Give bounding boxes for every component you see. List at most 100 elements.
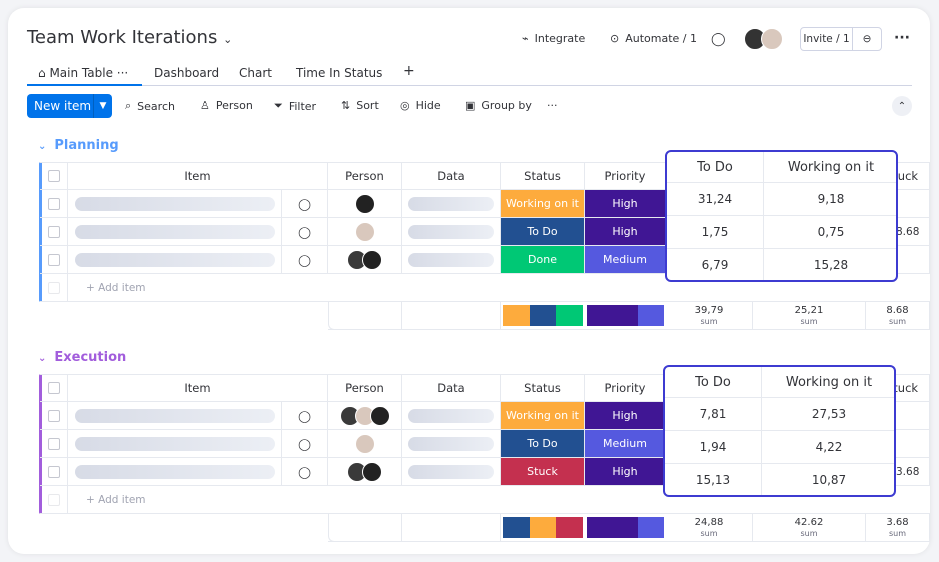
search-button[interactable]: ⌕ Search — [125, 99, 175, 113]
comment-icon[interactable]: ◯ — [282, 430, 328, 458]
select-all-checkbox[interactable] — [40, 374, 68, 402]
column-header-data[interactable]: Data — [402, 162, 501, 190]
row-checkbox[interactable] — [40, 246, 68, 274]
integrate-button[interactable]: ⌁ Integrate — [522, 32, 585, 45]
checkbox[interactable] — [47, 465, 60, 478]
checkbox[interactable] — [47, 409, 60, 422]
tab-chart[interactable]: Chart — [239, 66, 272, 80]
item-name-cell[interactable] — [68, 218, 282, 246]
hide-button[interactable]: ◎ Hide — [400, 99, 441, 112]
row-checkbox[interactable] — [40, 190, 68, 218]
add-view-icon[interactable]: + — [403, 63, 415, 79]
person-cell[interactable] — [328, 190, 402, 218]
filter-button[interactable]: ⏷ Filter — [274, 99, 316, 113]
summary-segment — [529, 517, 557, 538]
column-header-item[interactable]: Item — [68, 162, 328, 190]
checkbox[interactable] — [47, 170, 60, 182]
chevron-down-icon[interactable]: ⌄ — [223, 33, 233, 46]
priority-cell[interactable]: High — [585, 218, 666, 246]
priority-cell[interactable]: Medium — [585, 430, 666, 458]
automate-button[interactable]: ⊙ Automate / 1 — [610, 32, 697, 45]
new-item-button[interactable]: New item ▼ — [27, 94, 112, 118]
status-cell[interactable]: Done — [501, 246, 585, 274]
add-item-button[interactable]: + Add item — [68, 274, 930, 302]
comment-icon[interactable]: ◯ — [282, 402, 328, 430]
comment-icon[interactable]: ◯ — [282, 218, 328, 246]
person-cell[interactable] — [328, 218, 402, 246]
tab-dashboard[interactable]: Dashboard — [154, 66, 220, 80]
board-members[interactable] — [744, 28, 783, 50]
avatar-man-glasses — [362, 249, 382, 270]
person-button[interactable]: ♙ Person — [200, 99, 253, 112]
item-name-cell[interactable] — [68, 246, 282, 274]
status-cell[interactable]: To Do — [501, 218, 585, 246]
column-header-person[interactable]: Person — [328, 162, 402, 190]
tab-time-in-status[interactable]: Time In Status — [296, 66, 383, 80]
checkbox[interactable] — [47, 382, 60, 394]
comment-icon[interactable]: ◯ — [282, 190, 328, 218]
sum-label: sum — [888, 528, 906, 538]
data-cell[interactable] — [402, 430, 501, 458]
group-header[interactable]: ⌄ Planning — [38, 138, 119, 153]
item-name-cell[interactable] — [68, 190, 282, 218]
status-cell[interactable]: Working on it — [501, 190, 585, 218]
data-cell[interactable] — [402, 190, 501, 218]
comment-icon[interactable]: ◯ — [282, 458, 328, 486]
item-name-cell[interactable] — [68, 402, 282, 430]
person-cell[interactable] — [328, 430, 402, 458]
row-checkbox[interactable] — [40, 458, 68, 486]
checkbox[interactable] — [47, 253, 60, 266]
person-cell[interactable] — [328, 458, 402, 486]
add-item-button[interactable]: + Add item — [68, 486, 930, 514]
more-icon[interactable]: ··· — [547, 99, 558, 112]
person-cell[interactable] — [328, 402, 402, 430]
data-cell[interactable] — [402, 246, 501, 274]
chevron-down-icon[interactable]: ⌄ — [38, 141, 47, 152]
comment-icon[interactable]: ◯ — [711, 32, 726, 47]
comment-icon[interactable]: ◯ — [282, 246, 328, 274]
group-title[interactable]: Planning — [54, 138, 119, 153]
row-checkbox[interactable] — [40, 402, 68, 430]
column-header-data[interactable]: Data — [402, 374, 501, 402]
item-name-cell[interactable] — [68, 430, 282, 458]
checkbox[interactable] — [47, 197, 60, 210]
item-name-cell[interactable] — [68, 458, 282, 486]
person-cell[interactable] — [328, 246, 402, 274]
priority-cell[interactable]: High — [585, 458, 666, 486]
priority-label: High — [612, 225, 638, 238]
data-cell[interactable] — [402, 218, 501, 246]
group-title[interactable]: Execution — [54, 350, 127, 365]
more-icon[interactable]: ··· — [894, 30, 910, 46]
link-icon[interactable]: ⊖ — [862, 33, 872, 45]
column-header-status[interactable]: Status — [501, 374, 585, 402]
status-cell[interactable]: Stuck — [501, 458, 585, 486]
data-cell[interactable] — [402, 458, 501, 486]
priority-cell[interactable]: High — [585, 402, 666, 430]
invite-button[interactable]: Invite / 1 ⊖ — [800, 27, 882, 51]
row-checkbox[interactable] — [40, 430, 68, 458]
chevron-down-icon[interactable]: ▼ — [93, 94, 112, 118]
status-cell[interactable]: To Do — [501, 430, 585, 458]
status-cell[interactable]: Working on it — [501, 402, 585, 430]
checkbox[interactable] — [47, 225, 60, 238]
chevron-down-icon[interactable]: ⌄ — [38, 353, 47, 364]
tab-main-table[interactable]: ⌂ Main Table ··· — [38, 66, 128, 80]
sort-button[interactable]: ⇅ Sort — [341, 99, 379, 112]
column-header-priority[interactable]: Priority — [585, 162, 666, 190]
priority-cell[interactable]: Medium — [585, 246, 666, 274]
checkbox[interactable] — [47, 437, 60, 450]
more-icon[interactable]: ··· — [116, 66, 129, 80]
priority-cell[interactable]: High — [585, 190, 666, 218]
popup-header-todo: To Do — [667, 152, 764, 183]
board-title[interactable]: Team Work Iterations ⌄ — [27, 27, 232, 48]
column-header-priority[interactable]: Priority — [585, 374, 666, 402]
column-header-item[interactable]: Item — [68, 374, 328, 402]
data-cell[interactable] — [402, 402, 501, 430]
collapse-icon[interactable]: ⌃ — [892, 96, 912, 116]
column-header-person[interactable]: Person — [328, 374, 402, 402]
row-checkbox[interactable] — [40, 218, 68, 246]
group-by-button[interactable]: ▣ Group by — [465, 99, 532, 112]
column-header-status[interactable]: Status — [501, 162, 585, 190]
group-header[interactable]: ⌄ Execution — [38, 350, 126, 365]
select-all-checkbox[interactable] — [40, 162, 68, 190]
